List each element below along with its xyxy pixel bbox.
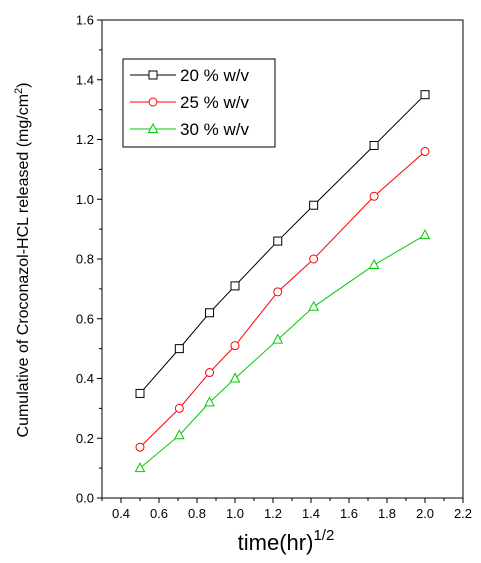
data-point-series-3	[204, 396, 215, 407]
data-point-series-3	[173, 429, 185, 440]
x-tick-label: 2.0	[416, 506, 434, 521]
series-line-3	[139, 234, 426, 469]
data-point-series-3	[419, 229, 431, 240]
legend-label-3: 30 % w/v	[180, 120, 249, 139]
y-tick-label: 0.4	[76, 371, 94, 386]
legend-marker-1	[148, 70, 158, 80]
y-tick-label: 1.6	[76, 13, 94, 28]
data-point-series-1	[135, 388, 145, 398]
x-tick-label: 0.4	[112, 506, 130, 521]
data-point-series-3	[368, 258, 380, 269]
y-tick-label: 0.0	[76, 491, 94, 506]
legend-marker-3	[147, 122, 159, 133]
y-axis-title: Cumulative of Croconazol-HCL released (m…	[13, 83, 32, 438]
y-tick-label: 0.8	[76, 252, 94, 267]
y-tick-label: 1.2	[76, 132, 94, 147]
x-axis-title: time(hr)1/2	[238, 527, 335, 555]
data-point-series-1	[273, 236, 283, 246]
data-point-series-2	[369, 191, 379, 201]
data-point-series-2	[135, 442, 145, 452]
y-axis-title-suffix: )	[15, 83, 32, 88]
data-point-series-2	[309, 254, 319, 264]
series-line-1	[139, 94, 426, 394]
data-point-series-2	[230, 341, 240, 351]
data-point-series-1	[369, 140, 379, 150]
x-tick-label: 0.6	[150, 506, 168, 521]
y-tick-label: 0.6	[76, 311, 94, 326]
data-point-series-1	[174, 344, 184, 354]
x-tick-label: 2.2	[454, 506, 472, 521]
data-point-series-1	[230, 281, 240, 291]
data-point-series-2	[205, 368, 215, 378]
data-point-series-2	[273, 287, 283, 297]
x-tick-label: 1.6	[340, 506, 358, 521]
data-point-series-1	[420, 90, 430, 100]
data-point-series-3	[272, 333, 284, 344]
x-tick-label: 1.8	[378, 506, 396, 521]
x-tick-label: 1.2	[264, 506, 282, 521]
y-tick-label: 1.4	[76, 72, 94, 87]
data-point-series-2	[174, 403, 184, 413]
data-point-series-3	[308, 300, 319, 311]
data-point-series-3	[134, 462, 146, 473]
data-point-series-2	[420, 146, 430, 156]
legend-label-1: 20 % w/v	[180, 66, 249, 85]
y-axis-title-main: Cumulative of Croconazol-HCL released (m…	[15, 94, 32, 438]
data-point-series-1	[205, 308, 215, 318]
series-line-2	[139, 151, 426, 448]
y-tick-label: 1.0	[76, 192, 94, 207]
x-tick-label: 1.0	[226, 506, 244, 521]
x-axis-title-superscript: 1/2	[313, 527, 334, 544]
x-axis-title-main: time(hr)	[238, 530, 314, 555]
y-axis-title-superscript: 2	[13, 88, 25, 94]
legend-label-2: 25 % w/v	[180, 93, 249, 112]
x-tick-label: 1.4	[302, 506, 320, 521]
data-point-series-1	[309, 200, 319, 210]
legend-marker-2	[148, 97, 158, 107]
data-point-series-3	[229, 372, 241, 383]
y-tick-label: 0.2	[76, 431, 94, 446]
x-tick-label: 0.8	[188, 506, 206, 521]
